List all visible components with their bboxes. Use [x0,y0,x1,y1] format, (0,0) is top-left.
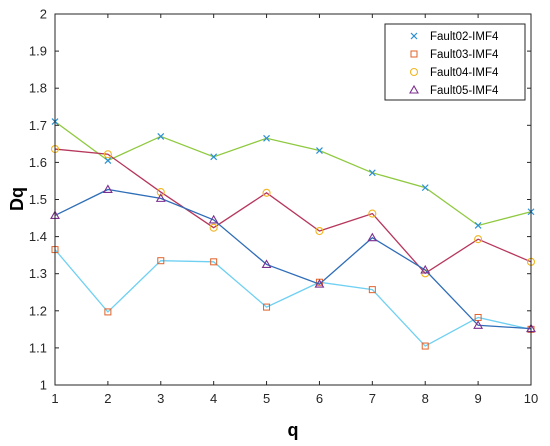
data-point [261,259,272,268]
data-point [104,308,112,316]
data-point [368,286,376,294]
data-point [156,188,165,197]
data-point [473,320,484,329]
x-tick-label: 9 [474,391,481,406]
data-point [314,278,325,288]
y-tick-label: 1.9 [29,44,47,59]
y-tick-label: 1.1 [29,340,47,355]
data-point [421,342,429,350]
data-point [102,184,113,194]
data-point [474,222,482,229]
series-line [54,148,532,275]
data-point [474,235,483,244]
data-point [209,223,218,232]
legend-label: Fault04-IMF4 [430,67,499,79]
data-point [367,232,378,242]
data-point [263,134,270,142]
series-line [54,121,532,227]
legend: Fault02-IMF4 Fault03-IMF4 Fault04-IMF4 Faul… [384,23,526,101]
x-axis-label: q [288,420,299,440]
legend-item: Fault04-IMF4 [409,67,499,79]
y-tick-label: 1 [40,378,47,393]
x-tick-label: 10 [524,391,538,406]
legend-item: Fault03-IMF4 [410,49,499,61]
legend-marker [409,67,419,77]
data-point [104,157,112,164]
legend-marker [409,84,419,94]
x-tick-label: 3 [157,391,164,406]
series-layer [50,118,536,350]
y-axis-label: Dq [7,187,27,211]
y-tick-label: 1.7 [29,118,47,133]
data-point [263,303,271,311]
data-point [368,169,376,177]
legend-label: Fault02-IMF4 [430,31,499,43]
y-tick-label: 2 [40,7,47,22]
data-point [208,214,219,224]
x-tick-label: 8 [422,391,429,406]
data-point [210,258,218,266]
data-point [420,264,431,274]
data-point [157,133,165,140]
x-tick-label: 5 [263,391,270,406]
data-point [421,184,429,192]
y-tick-label: 1.5 [29,192,47,207]
ticks-layer: 1 2 3 4 5 6 7 8 9 10 1 1.1 1.2 1.3 1.4 1.5 1.6 1.7 1.8 1.9 2 [29,7,538,407]
legend-marker [410,32,418,40]
data-point [155,193,166,202]
legend-marker [410,50,418,58]
data-point [315,226,324,236]
series-4 [50,184,536,333]
data-point [316,147,323,154]
series-line [54,249,532,347]
legend-item: Fault02-IMF4 [410,31,499,43]
legend-box [384,23,526,101]
x-tick-label: 2 [104,391,111,406]
legend-label: Fault03-IMF4 [430,49,499,61]
data-point [103,150,112,159]
series-1 [51,118,535,229]
x-tick-label: 6 [316,391,323,406]
y-tick-label: 1.2 [29,303,47,318]
data-point [262,188,271,197]
data-point [157,257,165,265]
series-line [54,188,532,330]
y-tick-label: 1.6 [29,155,47,170]
x-tick-label: 4 [210,391,217,406]
y-tick-label: 1.4 [29,229,47,244]
y-tick-label: 1.3 [29,266,47,281]
data-point [210,153,218,161]
legend-label: Fault05-IMF4 [430,85,499,97]
x-tick-label: 7 [369,391,376,406]
x-tick-label: 1 [51,391,58,406]
legend-item: Fault05-IMF4 [409,84,499,97]
y-tick-label: 1.8 [29,81,47,96]
data-point [368,209,377,218]
